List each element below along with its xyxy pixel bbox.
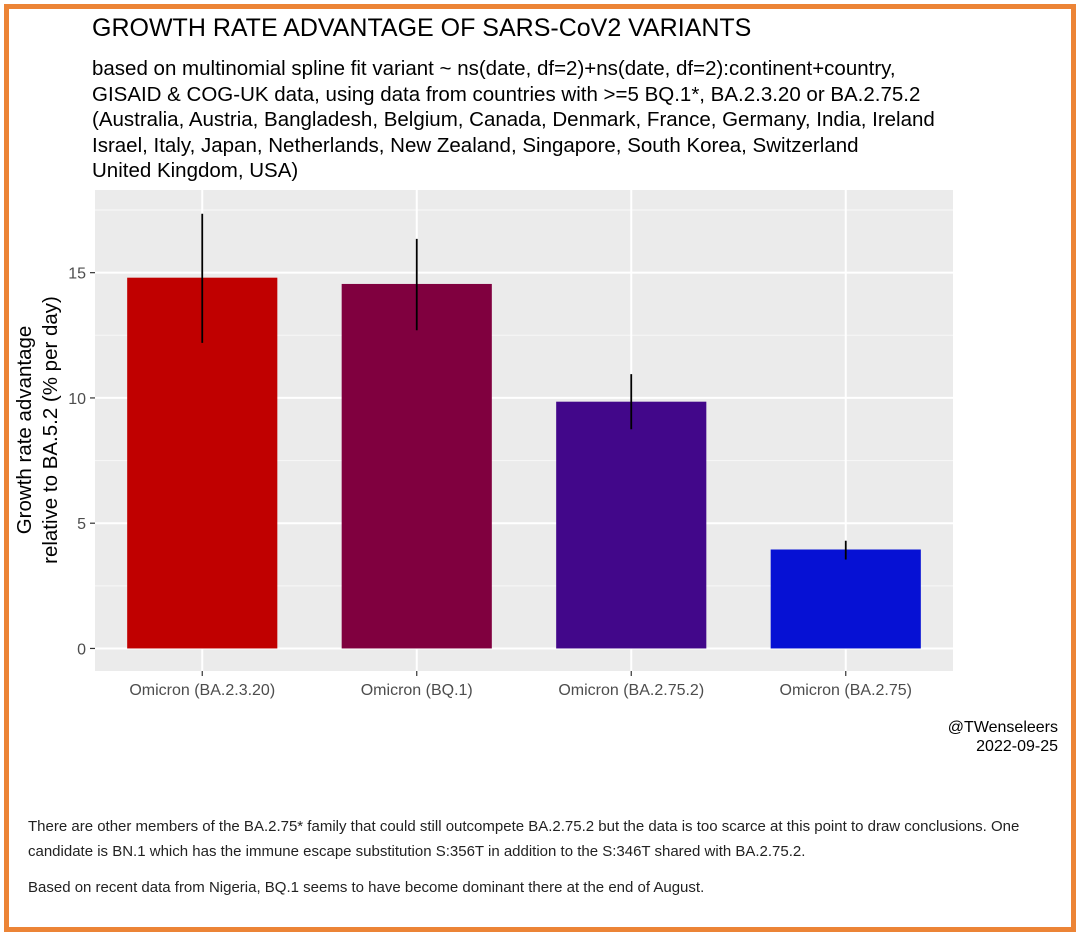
bar — [770, 549, 921, 649]
x-tick-label: Omicron (BA.2.75) — [780, 682, 912, 699]
x-tick-label: Omicron (BQ.1) — [361, 682, 473, 699]
notes: There are other members of the BA.2.75* … — [28, 815, 1048, 913]
chart-title: GROWTH RATE ADVANTAGE OF SARS-CoV2 VARIA… — [92, 14, 752, 42]
chart-subtitle: based on multinomial spline fit variant … — [92, 56, 935, 184]
bar — [556, 401, 707, 649]
y-tick-label: 0 — [77, 641, 86, 658]
bar — [341, 283, 492, 649]
subtitle-line: Israel, Italy, Japan, Netherlands, New Z… — [92, 133, 859, 157]
y-tick-label: 15 — [68, 266, 86, 283]
credit-date: 2022-09-25 — [976, 738, 1058, 755]
credit: @TWenseleers 2022-09-25 — [948, 718, 1058, 756]
subtitle-line: GISAID & COG-UK data, using data from co… — [92, 82, 921, 106]
credit-handle: @TWenseleers — [947, 719, 1058, 736]
y-tick-label: 10 — [68, 391, 86, 408]
y-axis-label: relative to BA.5.2 (% per day) — [39, 296, 62, 564]
subtitle-line: (Australia, Austria, Bangladesh, Belgium… — [92, 108, 935, 131]
subtitle-line: based on multinomial spline fit variant … — [92, 57, 896, 80]
y-axis-label: Growth rate advantage — [13, 326, 36, 535]
note-paragraph: Based on recent data from Nigeria, BQ.1 … — [28, 879, 705, 896]
x-tick-label: Omicron (BA.2.75.2) — [558, 682, 704, 699]
subtitle-line: United Kingdom, USA) — [92, 159, 299, 182]
y-tick-label: 5 — [77, 516, 86, 533]
note-paragraph: There are other members of the BA.2.75* … — [28, 818, 1020, 860]
x-tick-label: Omicron (BA.2.3.20) — [129, 682, 275, 699]
